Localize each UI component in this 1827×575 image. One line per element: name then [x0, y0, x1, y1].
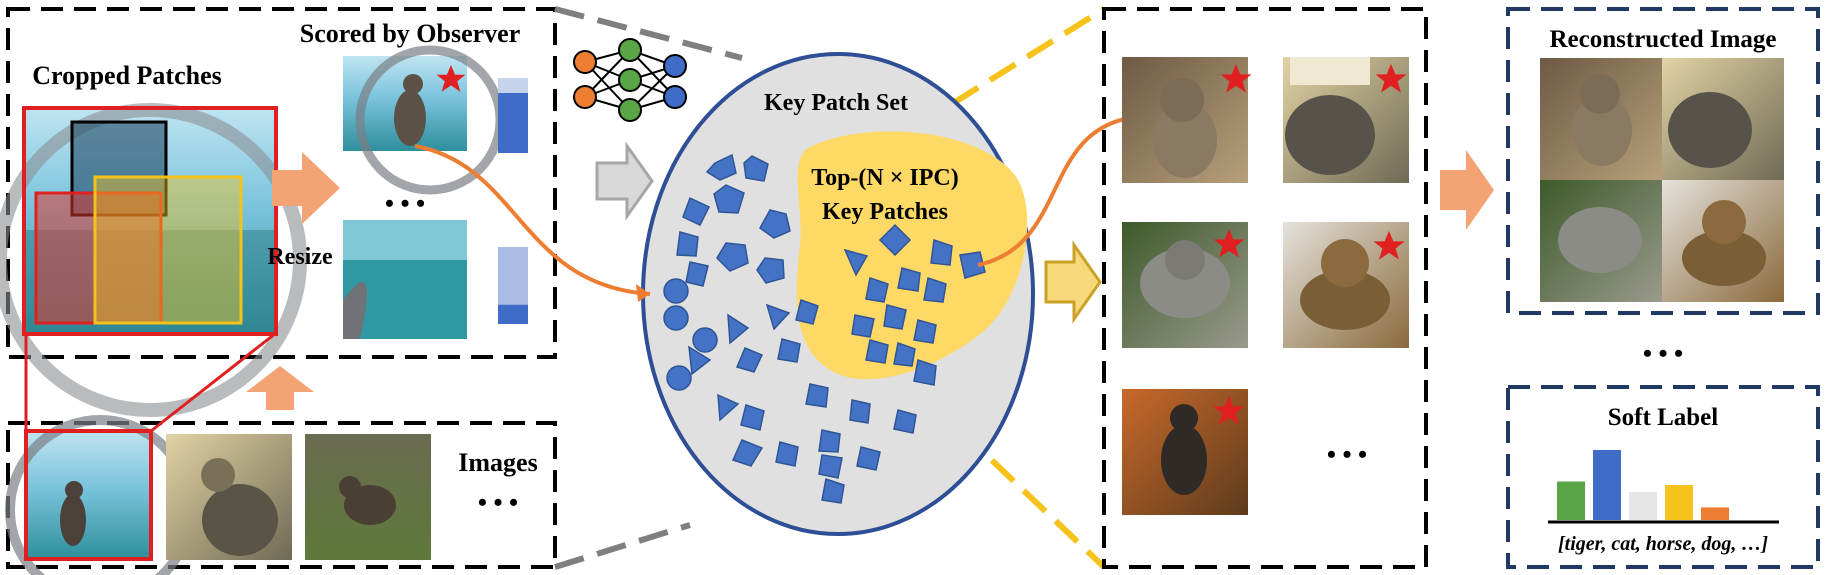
top-key-patches-line1: Top-(N × IPC) — [811, 165, 958, 191]
images-label: Images — [458, 448, 537, 477]
neural-network-icon — [573, 38, 687, 122]
star-icon — [1375, 64, 1407, 93]
selected-stars — [1213, 64, 1407, 425]
soft-label-bar-4 — [1665, 485, 1693, 520]
soft-label-bar-1 — [1557, 481, 1585, 520]
key-patch-set-label: Key Patch Set — [764, 90, 908, 116]
soft-label-bar-3 — [1629, 492, 1657, 520]
reconstructed-ellipsis: • • • — [1643, 339, 1683, 368]
reconstructed-image-grid — [1540, 58, 1784, 302]
star-icon — [1373, 231, 1405, 260]
image-thumbnail-1 — [5, 415, 195, 575]
grey-arrow — [595, 141, 654, 221]
selected-patches-border — [1102, 7, 1428, 569]
image-thumbnail-2 — [166, 434, 292, 560]
images-panel-border — [6, 421, 557, 569]
star-icon — [1220, 64, 1252, 93]
zoom-dash-grey-bottom — [554, 522, 691, 570]
scored-by-observer-label: Scored by Observer — [300, 19, 521, 48]
observer-to-set-arrowhead — [636, 284, 650, 302]
zoom-dash-grey-top — [554, 6, 743, 61]
patch-ellipsis: • • • — [385, 189, 425, 218]
soft-label-bar-5 — [1701, 507, 1729, 520]
resize-label: Resize — [267, 244, 333, 270]
set-to-selected-arrow — [977, 115, 1136, 267]
zoom-dash-yellow-bottom — [957, 427, 1107, 570]
images-ellipsis: • • • — [478, 488, 518, 517]
reconstruct-arrow — [1440, 150, 1494, 230]
soft-label-title: Soft Label — [1608, 404, 1718, 431]
resize-arrow — [272, 152, 340, 224]
star-icon — [1213, 229, 1245, 258]
observer-to-set-arrow — [414, 144, 651, 296]
soft-label-classes: [tiger, cat, horse, dog, …] — [1558, 533, 1768, 555]
observer-score-bar-2 — [498, 247, 528, 324]
patch-panel-border — [6, 7, 557, 359]
selected-patch-2 — [1283, 57, 1409, 183]
zoom-line-right — [150, 331, 277, 433]
star-icon — [436, 65, 466, 92]
reconstructed-panel-border — [1506, 7, 1820, 315]
observer-score-bar-1 — [498, 78, 528, 153]
soft-label-bars — [1557, 450, 1729, 520]
scored-patch-bottom — [343, 220, 467, 339]
patch-shapes — [663, 153, 986, 504]
reconstructed-image-label: Reconstructed Image — [1549, 26, 1776, 53]
selected-patch-3 — [1122, 222, 1248, 348]
cropped-patches-label: Cropped Patches — [32, 61, 221, 90]
image-thumbnail-3 — [305, 434, 431, 560]
top-key-patches-line2: Key Patches — [822, 199, 948, 225]
crop-up-arrow — [246, 366, 314, 410]
selected-ellipsis: • • • — [1327, 440, 1367, 469]
source-image-with-crops — [0, 103, 307, 417]
scored-patch-top — [343, 45, 505, 195]
soft-label-panel-border — [1506, 385, 1820, 569]
star-icon — [1213, 396, 1245, 425]
soft-label-bar-2 — [1593, 450, 1621, 520]
gold-arrow — [1044, 240, 1102, 324]
